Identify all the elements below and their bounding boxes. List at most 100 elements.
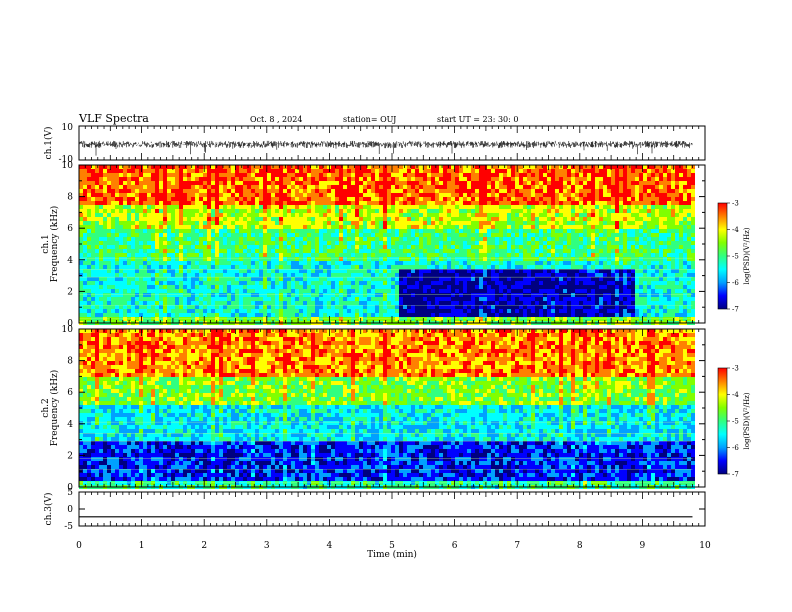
spectrogram-cell	[307, 173, 311, 177]
spectrogram-cell	[551, 165, 555, 169]
spectrogram-cell	[191, 201, 195, 205]
spectrogram-cell	[411, 281, 415, 285]
spectrogram-cell	[359, 221, 363, 225]
spectrogram-cell	[563, 173, 567, 177]
spectrogram-cell	[387, 193, 391, 197]
spectrogram-cell	[143, 221, 147, 225]
spectrogram-cell	[399, 265, 403, 269]
spectrogram-cell	[395, 301, 399, 305]
spectrogram-cell	[211, 233, 215, 237]
spectrogram-cell	[427, 269, 431, 273]
spectrogram-cell	[347, 297, 351, 301]
spectrogram-cell	[451, 241, 455, 245]
spectrogram-cell	[259, 221, 263, 225]
spectrogram-cell	[207, 229, 211, 233]
spectrogram-cell	[475, 257, 479, 261]
spectrogram-cell	[267, 193, 271, 197]
spectrogram-cell	[531, 177, 535, 181]
spectrogram-cell	[107, 257, 111, 261]
spectrogram-cell	[487, 285, 491, 289]
spectrogram-cell	[107, 237, 111, 241]
spectrogram-cell	[387, 233, 391, 237]
spectrogram-cell	[119, 221, 123, 225]
spectrogram-cell	[295, 289, 299, 293]
spectrogram-cell	[563, 317, 567, 321]
spectrogram-cell	[367, 269, 371, 273]
spectrogram-cell	[463, 313, 467, 317]
spectrogram-cell	[375, 305, 379, 309]
spectrogram-cell	[123, 237, 127, 241]
spectrogram-cell	[491, 241, 495, 245]
spectrogram-cell	[223, 253, 227, 257]
spectrogram-cell	[219, 301, 223, 305]
spectrogram-cell	[187, 209, 191, 213]
spectrogram-cell	[391, 213, 395, 217]
spectrogram-cell	[115, 173, 119, 177]
spectrogram-cell	[303, 169, 307, 173]
spectrogram-cell	[251, 245, 255, 249]
spectrogram-cell	[207, 181, 211, 185]
spectrogram-cell	[431, 297, 435, 301]
spectrogram-cell	[207, 241, 211, 245]
spectrogram-cell	[427, 189, 431, 193]
spectrogram-cell	[391, 165, 395, 169]
spectrogram-cell	[143, 225, 147, 229]
spectrogram-cell	[91, 213, 95, 217]
spectrogram-cell	[247, 289, 251, 293]
spectrogram-cell	[407, 237, 411, 241]
spectrogram-cell	[311, 249, 315, 253]
spectrogram-cell	[103, 261, 107, 265]
spectrogram-cell	[399, 165, 403, 169]
spectrogram-cell	[155, 301, 159, 305]
spectrogram-cell	[435, 277, 439, 281]
spectrogram-cell	[351, 269, 355, 273]
spectrogram-cell	[127, 297, 131, 301]
spectrogram-cell	[259, 269, 263, 273]
spectrogram-cell	[255, 233, 259, 237]
spectrogram-cell	[223, 293, 227, 297]
spectrogram-cell	[95, 301, 99, 305]
spectrogram-cell	[439, 289, 443, 293]
spectrogram-cell	[111, 197, 115, 201]
spectrogram-cell	[435, 209, 439, 213]
spectrogram-cell	[307, 257, 311, 261]
spectrogram-cell	[479, 277, 483, 281]
spectrogram-cell	[547, 317, 551, 321]
spectrogram-cell	[543, 173, 547, 177]
spectrogram-cell	[395, 269, 399, 273]
spectrogram-cell	[131, 289, 135, 293]
spectrogram-cell	[451, 261, 455, 265]
spectrogram-cell	[271, 233, 275, 237]
spectrogram-cell	[147, 209, 151, 213]
spectrogram-cell	[151, 165, 155, 169]
spectrogram-cell	[563, 189, 567, 193]
spectrogram-cell	[171, 305, 175, 309]
spectrogram-cell	[495, 309, 499, 313]
spectrogram-cell	[219, 313, 223, 317]
spectrogram-cell	[91, 225, 95, 229]
spectrogram-cell	[263, 169, 267, 173]
spectrogram-cell	[215, 213, 219, 217]
spectrogram-cell	[135, 309, 139, 313]
spectrogram-cell	[291, 249, 295, 253]
spectrogram-cell	[223, 205, 227, 209]
spectrogram-cell	[379, 205, 383, 209]
spectrogram-cell	[127, 189, 131, 193]
spectrogram-cell	[555, 185, 559, 189]
spectrogram-cell	[427, 209, 431, 213]
spectrogram-cell	[131, 285, 135, 289]
spectrogram-cell	[263, 305, 267, 309]
spectrogram-cell	[427, 293, 431, 297]
spectrogram-cell	[171, 221, 175, 225]
spectrogram-cell	[363, 313, 367, 317]
spectrogram-cell	[507, 225, 511, 229]
spectrogram-cell	[427, 205, 431, 209]
spectrogram-cell	[519, 317, 523, 321]
spectrogram-cell	[499, 313, 503, 317]
spectrogram-cell	[339, 261, 343, 265]
spectrogram-cell	[215, 313, 219, 317]
spectrogram-cell	[443, 261, 447, 265]
spectrogram-cell	[487, 185, 491, 189]
spectrogram-cell	[179, 185, 183, 189]
spectrogram-cell	[279, 249, 283, 253]
